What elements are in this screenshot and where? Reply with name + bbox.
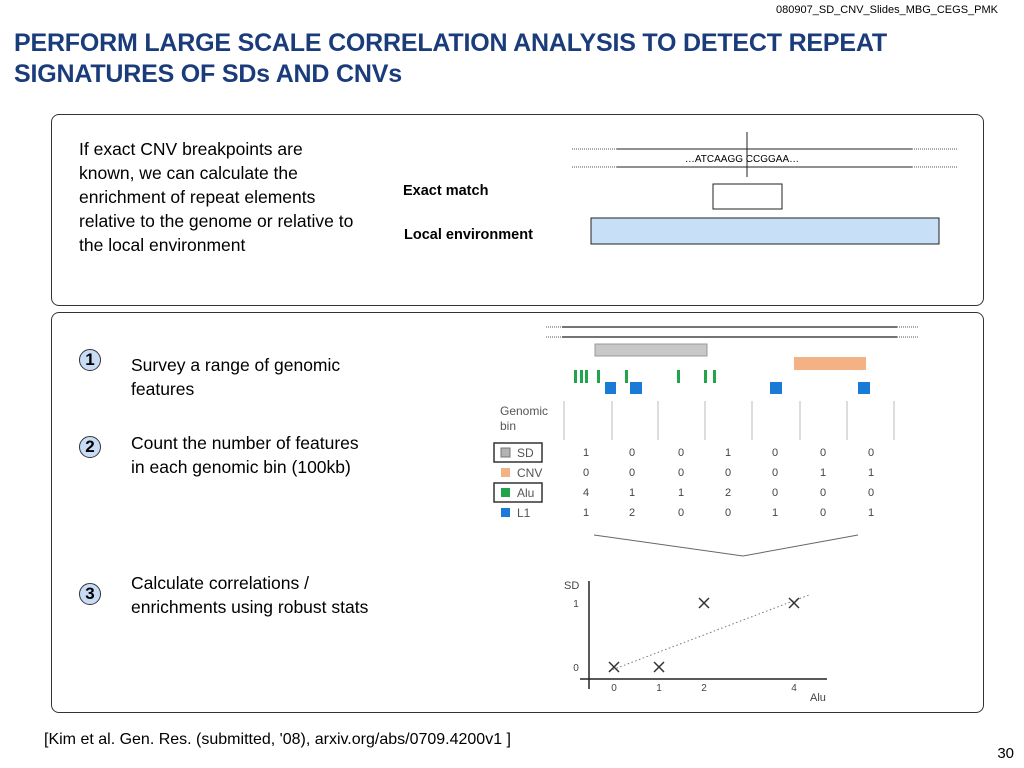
page-number: 30	[997, 745, 1014, 762]
count-cell-alu-3: 1	[678, 487, 684, 499]
count-cell-l1-4: 0	[725, 507, 731, 519]
trend-line	[608, 594, 810, 672]
sd-feature-bar	[594, 343, 708, 357]
count-cell-cnv-2: 0	[629, 467, 635, 479]
step-2-text: Count the number of features in each gen…	[131, 433, 359, 477]
count-cell-sd-7: 0	[868, 447, 874, 459]
feature-diagram: Genomic bin SD 1 0 0 1 0 0 0 CNV 0 0 0 0 0 1 1 Alu 4 1 1 2 0 0…	[493, 326, 918, 704]
scatter-point-4	[788, 597, 800, 609]
citation: [Kim et al. Gen. Res. (submitted, '08), …	[44, 731, 511, 748]
count-cell-l1-6: 0	[820, 507, 826, 519]
legend-label-cnv: CNV	[517, 466, 542, 480]
legend-swatch-alu	[501, 488, 510, 497]
count-cell-sd-4: 1	[725, 447, 731, 459]
x-tick-0: 0	[611, 683, 617, 694]
count-cell-alu-1: 4	[583, 487, 589, 499]
funnel-lines	[593, 534, 859, 557]
legend-highlight-sd	[493, 442, 543, 463]
count-cell-alu-5: 0	[772, 487, 778, 499]
legend-label-l1: L1	[517, 506, 531, 520]
scatter-point-2	[653, 661, 665, 673]
bin-separators	[563, 401, 895, 440]
count-cell-l1-2: 2	[629, 507, 635, 519]
genomic-bin-label-line1: Genomic	[500, 404, 548, 418]
count-cell-cnv-3: 0	[678, 467, 684, 479]
cnv-feature-bar	[794, 357, 866, 370]
genomic-bin-label-line2: bin	[500, 419, 516, 433]
count-cell-alu-6: 0	[820, 487, 826, 499]
count-cell-alu-4: 2	[725, 487, 731, 499]
x-tick-2: 2	[701, 683, 707, 694]
local-environment-box	[590, 217, 940, 245]
y-axis-label: SD	[564, 580, 579, 592]
breakpoint-panel: If exact CNV breakpoints are known, we c…	[51, 114, 984, 306]
slide-title: PERFORM LARGE SCALE CORRELATION ANALYSIS…	[14, 29, 887, 88]
intro-text: If exact CNV breakpoints are known, we c…	[79, 139, 354, 255]
y-tick-0: 0	[573, 663, 579, 674]
step-1-text: Survey a range of genomic features	[131, 355, 341, 399]
count-cell-l1-1: 1	[583, 507, 589, 519]
step-3-number: 3	[79, 583, 101, 605]
count-cell-cnv-7: 1	[868, 467, 874, 479]
count-cell-l1-3: 0	[678, 507, 684, 519]
x-tick-4: 4	[791, 683, 797, 694]
legend-label-alu: Alu	[517, 486, 534, 500]
feature-count-table: SD 1 0 0 1 0 0 0 CNV 0 0 0 0 0 1 1 Alu 4 1 1 2 0 0 0 L1 1 2 0 0 1 0 1	[493, 442, 874, 520]
exact-match-box	[712, 183, 783, 210]
count-cell-sd-2: 0	[629, 447, 635, 459]
alu-feature-marks	[574, 370, 716, 383]
count-cell-cnv-4: 0	[725, 467, 731, 479]
count-cell-alu-7: 0	[868, 487, 874, 499]
sequence-text: …ATCAAGG CCGGAA…	[685, 154, 799, 165]
legend-label-sd: SD	[517, 446, 534, 460]
step-1-number: 1	[79, 349, 101, 371]
count-cell-cnv-6: 1	[820, 467, 826, 479]
count-cell-alu-2: 1	[629, 487, 635, 499]
legend-swatch-cnv	[501, 468, 510, 477]
scatter-point-1	[608, 661, 620, 673]
x-tick-1: 1	[656, 683, 662, 694]
scatter-point-3	[698, 597, 710, 609]
count-cell-l1-5: 1	[772, 507, 778, 519]
step-3-text: Calculate correlations / enrichments usi…	[131, 573, 369, 617]
legend-swatch-l1	[501, 508, 510, 517]
legend-swatch-sd	[500, 447, 511, 458]
count-cell-sd-5: 0	[772, 447, 778, 459]
count-cell-sd-1: 1	[583, 447, 589, 459]
count-cell-cnv-5: 0	[772, 467, 778, 479]
steps-panel: 1 Survey a range of genomic features 2 C…	[51, 312, 984, 713]
count-cell-l1-7: 1	[868, 507, 874, 519]
legend-highlight-alu	[493, 482, 543, 503]
step-2-number: 2	[79, 436, 101, 458]
breakpoint-diagram: …ATCAAGG CCGGAA…	[572, 132, 957, 245]
count-cell-sd-6: 0	[820, 447, 826, 459]
document-id: 080907_SD_CNV_Slides_MBG_CEGS_PMK	[776, 4, 998, 16]
l1-feature-marks	[605, 382, 870, 394]
y-tick-1: 1	[573, 599, 579, 610]
x-axis-label: Alu	[810, 692, 826, 704]
exact-match-label: Exact match	[403, 183, 489, 199]
local-environment-label: Local environment	[404, 227, 533, 243]
scatter-plot: SD Alu 0 1 0 1 2 4	[564, 580, 827, 704]
count-cell-cnv-1: 0	[583, 467, 589, 479]
count-cell-sd-3: 0	[678, 447, 684, 459]
